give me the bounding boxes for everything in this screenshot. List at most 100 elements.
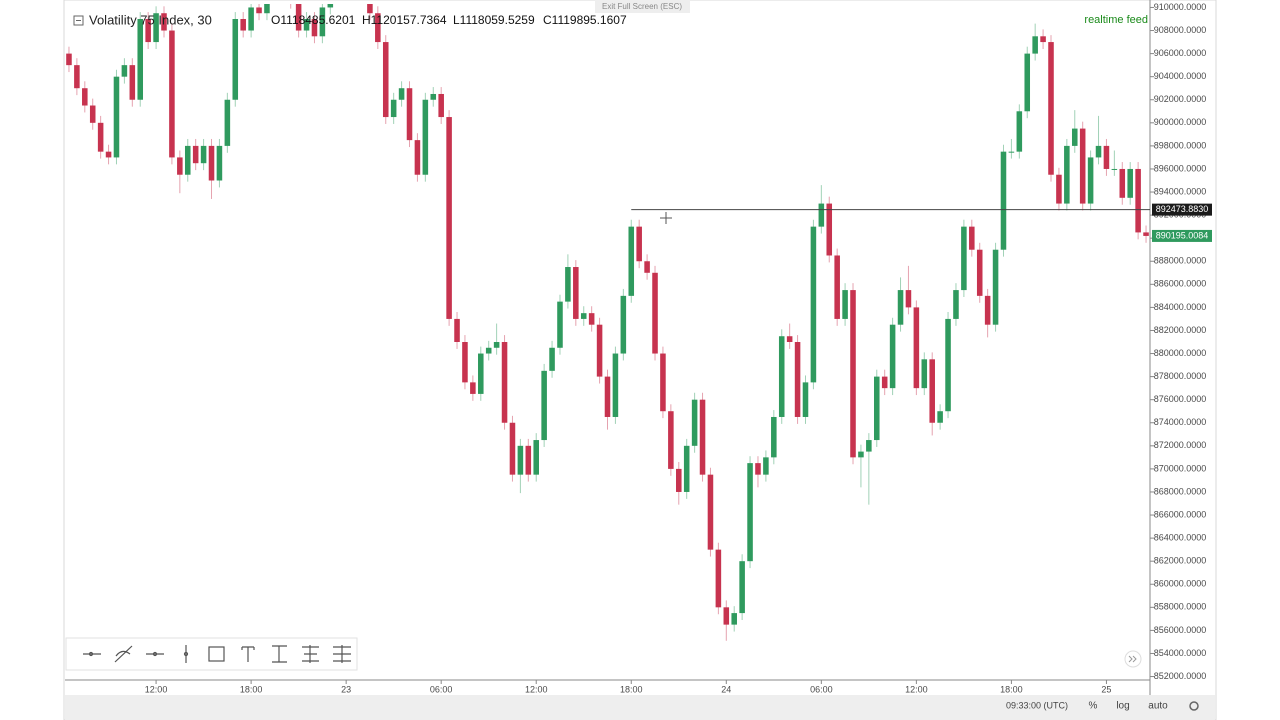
y-tick-label: 858000.0000 (1154, 602, 1207, 612)
chart-frame (63, 0, 1217, 720)
y-tick-label: 902000.0000 (1154, 94, 1207, 104)
candle-body (929, 359, 935, 423)
candle-body (573, 267, 579, 319)
y-tick-label: 856000.0000 (1154, 625, 1207, 635)
candle-body (541, 370, 547, 441)
trend-line-tool[interactable] (114, 645, 133, 663)
candle-body (319, 7, 326, 37)
horizontal-line-badge (1152, 203, 1212, 216)
candle-body (169, 30, 175, 158)
candle-body (398, 88, 405, 100)
exit-fullscreen-label[interactable]: Exit Full Screen (ESC) (602, 2, 682, 11)
candle-body (794, 342, 801, 417)
candle-body (913, 307, 920, 389)
y-tick-label: 862000.0000 (1154, 556, 1207, 566)
candle-body (588, 313, 595, 325)
rectangle-tool[interactable] (208, 646, 225, 662)
settings-button[interactable] (1189, 701, 1199, 711)
candle-body (145, 18, 151, 43)
candle-body (976, 249, 983, 296)
y-tick-label: 876000.0000 (1154, 394, 1207, 404)
y-tick-label: 866000.0000 (1154, 509, 1207, 519)
price-range-tool[interactable] (272, 645, 287, 663)
candle-body (525, 445, 532, 475)
x-tick-label: 23 (341, 684, 351, 694)
x-tick-label: 18:00 (1000, 684, 1023, 694)
candle-body (953, 290, 959, 319)
candle-body (105, 151, 112, 158)
symbol-title: Volatility 75 Index, 30 (89, 12, 212, 27)
text-tool[interactable] (241, 646, 255, 662)
candle-body (969, 226, 975, 250)
y-tick-label: 904000.0000 (1154, 71, 1207, 81)
horizontal-line-tool[interactable] (146, 651, 164, 657)
candle-body (422, 99, 429, 175)
candle-body (89, 105, 96, 123)
percent-toggle[interactable]: % (1089, 701, 1098, 712)
fib-tool[interactable] (333, 645, 351, 663)
last-price-badge (1152, 229, 1212, 242)
candle-body (264, 4, 270, 14)
candle-body (897, 290, 904, 325)
candle-body (1040, 36, 1046, 43)
candle-body (683, 445, 690, 492)
candle-body (937, 411, 943, 423)
candle-body (375, 13, 381, 43)
candle-body (367, 4, 373, 14)
candle-body (1127, 168, 1133, 198)
candle-body (715, 549, 722, 608)
y-tick-label: 896000.0000 (1154, 163, 1207, 173)
candle-body (850, 290, 856, 458)
candle-body (858, 451, 864, 458)
exit-fullscreen-button[interactable] (595, 0, 690, 13)
y-tick-label: 906000.0000 (1154, 48, 1207, 58)
cursor (660, 212, 672, 224)
candle-body (1071, 128, 1078, 146)
candle-body (470, 382, 476, 394)
date-range-tool[interactable] (302, 645, 319, 663)
candle-body (612, 353, 619, 417)
candle-body (533, 440, 539, 475)
candle-body (161, 13, 167, 31)
candle-body (549, 347, 555, 371)
candle-body (216, 145, 223, 181)
candle-body (802, 382, 809, 417)
y-tick-label: 908000.0000 (1154, 25, 1207, 35)
candle-body (723, 607, 730, 625)
x-tick-label: 18:00 (240, 684, 263, 694)
candle-body (1016, 111, 1023, 152)
candle-body (74, 65, 80, 89)
candle-body (1079, 128, 1086, 204)
candle-body (1095, 145, 1102, 158)
clock: 09:33:00 (UTC) (1006, 700, 1068, 710)
candle-body (82, 88, 88, 106)
scroll-to-end-button[interactable] (1124, 650, 1142, 668)
axes: 852000.0000 854000.0000 856000.0000 858000.… (145, 2, 1212, 694)
candle-body (153, 13, 159, 43)
candle-body (826, 203, 833, 256)
candle-body (1000, 151, 1007, 250)
candle-body (755, 463, 761, 475)
y-tick-label: 886000.0000 (1154, 279, 1207, 289)
candle-body (644, 261, 650, 273)
candle-body (905, 290, 912, 308)
log-toggle[interactable]: log (1116, 701, 1129, 712)
collapse-icon[interactable] (73, 15, 84, 26)
horizontal-ray-tool[interactable] (83, 651, 101, 657)
candle-body (565, 267, 571, 302)
vertical-line-tool[interactable] (183, 645, 189, 663)
candle-body (240, 18, 246, 31)
y-tick-label: 868000.0000 (1154, 486, 1207, 496)
candle-body (771, 416, 777, 458)
candle-body (652, 272, 658, 354)
y-tick-label: 884000.0000 (1154, 302, 1207, 312)
y-tick-label: 898000.0000 (1154, 140, 1207, 150)
candle-body (676, 468, 682, 492)
y-tick-label: 872000.0000 (1154, 440, 1207, 450)
y-tick-label: 854000.0000 (1154, 648, 1207, 658)
x-tick-label: 24 (721, 684, 731, 694)
candle-body (97, 122, 104, 152)
auto-toggle[interactable]: auto (1148, 701, 1168, 712)
candle-body (224, 99, 231, 146)
